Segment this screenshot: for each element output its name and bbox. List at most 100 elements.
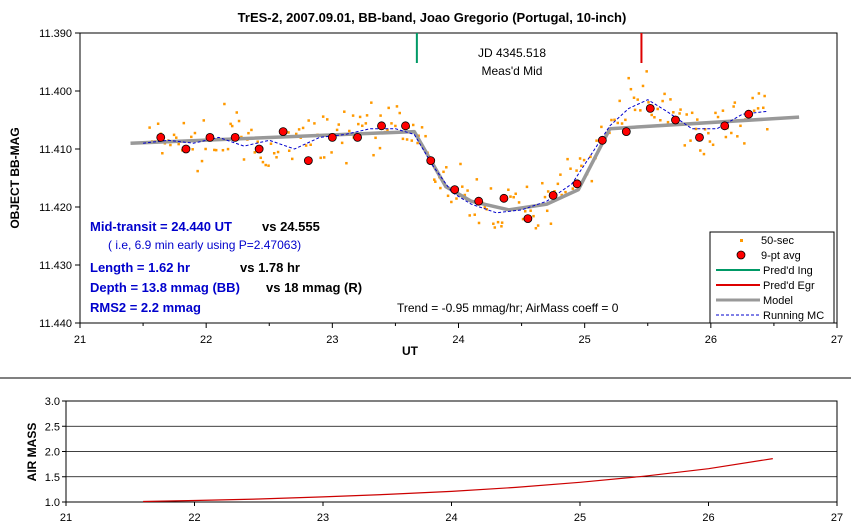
avg-point: [572, 179, 582, 189]
raw-point: [496, 220, 500, 224]
raw-point: [420, 126, 424, 129]
raw-point: [202, 119, 206, 122]
raw-point: [517, 201, 521, 204]
raw-point: [766, 127, 769, 131]
y-tick-label: 11.410: [39, 144, 72, 156]
raw-point: [514, 192, 517, 196]
avg-point: [278, 127, 288, 137]
raw-point: [250, 128, 253, 132]
airmass-line: [143, 458, 773, 503]
raw-point: [489, 187, 493, 190]
airmass-y-tick-label: 1.0: [45, 497, 60, 509]
avg-9pt-points: [156, 104, 754, 224]
depth-text: Depth = 13.8 mmag (BB): [90, 280, 240, 295]
raw-point: [762, 106, 765, 110]
raw-point: [226, 147, 230, 151]
raw-point: [666, 120, 670, 124]
raw-point: [757, 92, 761, 95]
raw-point: [699, 149, 702, 152]
x-tick-label: 25: [579, 334, 591, 346]
raw-point: [678, 112, 681, 115]
raw-point: [650, 113, 653, 117]
avg-point: [695, 132, 704, 142]
raw-point: [235, 111, 239, 114]
avg-point: [230, 132, 240, 142]
x-tick-label: 22: [200, 334, 212, 346]
airmass-y-tick-label: 2.0: [45, 447, 60, 459]
raw-point: [679, 108, 682, 111]
raw-point: [261, 160, 265, 164]
raw-point: [721, 109, 725, 112]
raw-point: [733, 101, 737, 104]
raw-point: [290, 157, 294, 161]
raw-point: [618, 99, 621, 103]
raw-point: [433, 178, 436, 181]
airmass-grid: [66, 425, 837, 478]
raw-point: [269, 142, 273, 145]
raw-point: [509, 195, 512, 198]
raw-point: [322, 156, 326, 159]
raw-point: [743, 142, 746, 145]
avg-point: [499, 193, 509, 203]
mid-transit-vs-text: vs 24.555: [262, 219, 320, 234]
avg-point: [327, 132, 337, 142]
airmass-x-tick-label: 24: [445, 512, 457, 524]
airmass-x-tick-label: 21: [60, 512, 72, 524]
raw-point: [756, 107, 760, 110]
raw-point: [459, 162, 462, 166]
legend: 50-sec 9-pt avg Pred'd Ing Pred'd Egr Mo…: [709, 231, 835, 324]
raw-point: [549, 222, 553, 225]
raw-point: [411, 123, 415, 127]
raw-point: [301, 126, 305, 130]
raw-point: [242, 158, 246, 161]
raw-point: [736, 135, 739, 138]
raw-point: [475, 178, 479, 181]
raw-point: [590, 179, 594, 183]
jd-annotation: JD 4345.518: [478, 46, 546, 60]
raw-point: [708, 140, 712, 143]
legend-item-ingress: Pred'd Ing: [716, 265, 813, 277]
raw-point: [434, 180, 437, 183]
raw-point: [739, 124, 742, 128]
x-axis-ticks: 21 22 23 24 25 26 27: [74, 323, 843, 346]
raw-point: [507, 188, 510, 192]
raw-point: [571, 187, 575, 190]
y-tick-label: 11.430: [39, 260, 72, 272]
raw-point: [450, 200, 453, 204]
meas-mid-annotation: Meas'd Mid: [482, 64, 543, 78]
raw-point: [361, 124, 364, 128]
raw-point: [237, 119, 241, 123]
raw-point: [321, 115, 325, 118]
raw-point: [326, 118, 329, 121]
raw-point: [213, 148, 216, 152]
raw-point: [343, 110, 346, 113]
raw-point: [256, 140, 259, 143]
x-tick-label: 24: [452, 334, 464, 346]
raw-point: [521, 217, 525, 221]
raw-point: [616, 121, 620, 125]
raw-point: [669, 98, 672, 101]
legend-model-label: Model: [763, 295, 793, 307]
raw-point: [468, 214, 471, 217]
raw-point: [763, 94, 766, 98]
raw-point: [169, 143, 172, 147]
raw-point: [348, 129, 351, 133]
airmass-x-tick-label: 25: [574, 512, 586, 524]
raw-point: [357, 122, 360, 126]
x-tick-label: 21: [74, 334, 86, 346]
airmass-line-layer: [143, 458, 773, 503]
avg-point: [303, 156, 313, 166]
raw-point: [575, 169, 578, 172]
raw-point: [340, 141, 344, 145]
raw-point: [582, 158, 586, 162]
avg-point: [205, 132, 215, 142]
airmass-y-tick-label: 2.5: [45, 421, 60, 433]
raw-point: [694, 127, 698, 131]
raw-point: [672, 111, 675, 114]
avg-point: [181, 144, 191, 154]
raw-point: [330, 151, 333, 154]
legend-50sec-marker: [740, 239, 743, 242]
raw-point: [647, 101, 650, 104]
raw-point: [191, 148, 194, 151]
avg-point: [671, 115, 680, 125]
